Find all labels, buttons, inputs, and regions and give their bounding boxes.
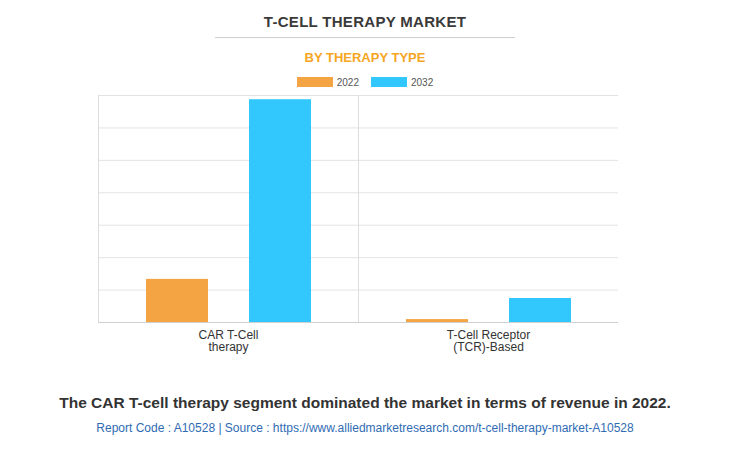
svg-text:CAR T-Celltherapy: CAR T-Celltherapy [199, 328, 259, 354]
html-text:2032: 2032 [411, 76, 434, 88]
svg-text:T-Cell Receptor(TCR)-Based: T-Cell Receptor(TCR)-Based [447, 328, 530, 354]
html-text:T-CELL THERAPY MARKET: T-CELL THERAPY MARKET [263, 13, 467, 30]
html-text:The CAR T-cell therapy segment: The CAR T-cell therapy segment dominated… [59, 394, 671, 411]
html-text:Report Code : A10528 | Source: Report Code : A10528 | Source : https://… [96, 421, 634, 435]
html-text:BY THERAPY TYPE: BY THERAPY TYPE [304, 50, 426, 65]
html-text:2022: 2022 [336, 76, 359, 88]
